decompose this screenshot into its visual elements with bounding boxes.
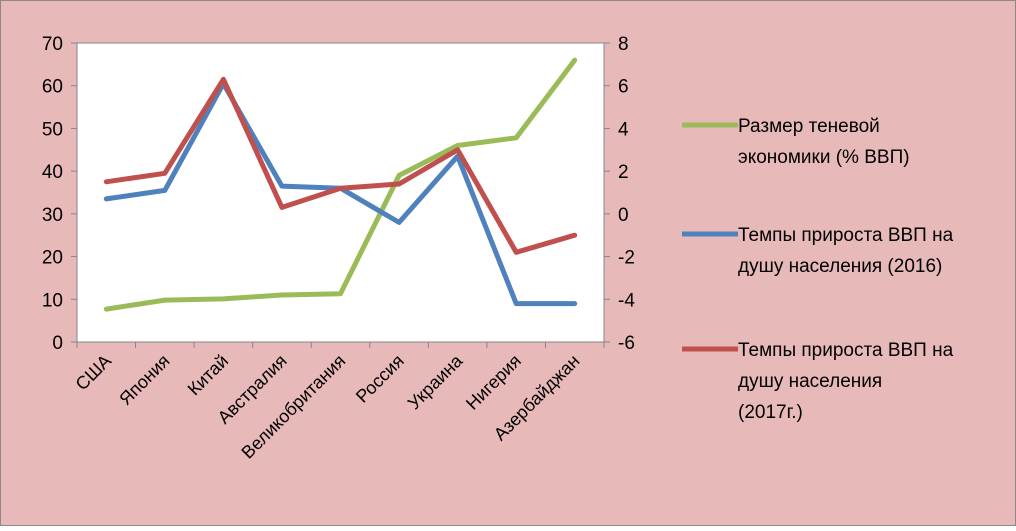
legend-label-1: Размер теневой экономики (% ВВП) xyxy=(738,116,910,168)
series-1-point xyxy=(572,58,577,63)
right-axis-tick-label: -4 xyxy=(618,290,635,311)
left-axis-tick-label: 60 xyxy=(42,77,63,98)
left-axis-tick-label: 30 xyxy=(42,205,63,226)
left-axis-tick-label: 40 xyxy=(42,162,63,183)
series-2-point xyxy=(104,196,109,201)
series-2-point xyxy=(572,301,577,306)
right-axis-tick-label: 8 xyxy=(618,34,629,55)
series-1-point xyxy=(104,307,109,312)
series-2-point xyxy=(514,301,519,306)
series-3-point xyxy=(397,181,402,186)
series-3-point xyxy=(572,233,577,238)
series-2-point xyxy=(397,220,402,225)
right-axis-tick-label: 2 xyxy=(618,162,629,183)
series-1-point xyxy=(162,298,167,303)
series-2-point xyxy=(279,184,284,189)
legend-label-line: (2017г.) xyxy=(738,402,803,423)
legend-label-line: душу населения xyxy=(738,371,882,392)
legend-label-3: Темпы прироста ВВП на душу населения (2017… xyxy=(738,340,954,423)
left-axis-tick-label: 50 xyxy=(42,119,63,140)
left-axis-tick-label: 70 xyxy=(42,34,63,55)
right-axis-tick-label: 4 xyxy=(618,119,629,140)
legend-label-line: экономики (% ВВП) xyxy=(738,147,910,168)
legend-label-line: Темпы прироста ВВП на xyxy=(738,225,954,246)
series-3-point xyxy=(162,171,167,176)
series-1-point xyxy=(455,143,460,148)
right-axis-tick-label: -6 xyxy=(618,333,635,354)
left-axis-tick-label: 0 xyxy=(52,333,63,354)
legend-label-line: душу населения (2016) xyxy=(738,256,942,277)
series-1-point xyxy=(221,296,226,301)
series-3-point xyxy=(221,77,226,82)
series-3-point xyxy=(338,186,343,191)
legend-label-line: Размер теневой xyxy=(738,116,880,137)
series-2-point xyxy=(162,188,167,193)
series-3-point xyxy=(514,250,519,255)
series-3-point xyxy=(455,147,460,152)
legend-label-2: Темпы прироста ВВП на душу населения (201… xyxy=(738,225,954,277)
right-axis-tick-label: 6 xyxy=(618,77,629,98)
legend-label-line: Темпы прироста ВВП на xyxy=(738,340,954,361)
series-1-point xyxy=(338,291,343,296)
series-1-point xyxy=(279,293,284,298)
series-3-point xyxy=(104,179,109,184)
left-axis-tick-label: 20 xyxy=(42,248,63,269)
series-1-point xyxy=(514,135,519,140)
right-axis-tick-label: -2 xyxy=(618,248,635,269)
right-axis-tick-label: 0 xyxy=(618,205,629,226)
series-3-point xyxy=(279,205,284,210)
series-1-point xyxy=(397,173,402,178)
left-axis-tick-label: 10 xyxy=(42,290,63,311)
